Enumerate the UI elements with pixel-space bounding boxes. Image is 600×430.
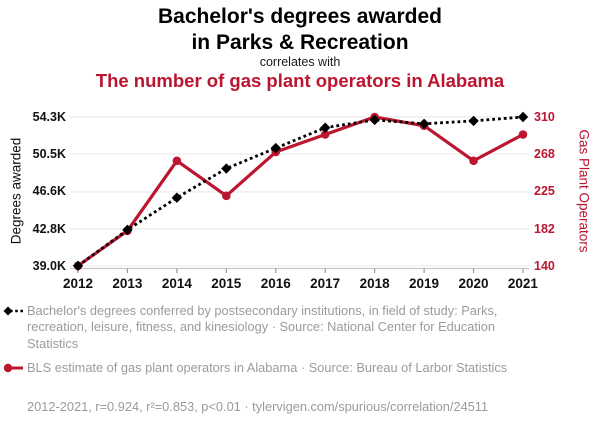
y-tick-left: 42.8K — [32, 222, 66, 236]
data-point-diamond — [517, 111, 529, 123]
legend-marker-degrees — [3, 306, 24, 316]
correlates-with-text: correlates with — [259, 55, 341, 69]
legend-marker-operators — [3, 364, 23, 373]
data-point-circle — [320, 130, 330, 139]
x-tick-label: 2021 — [507, 276, 538, 291]
right-axis-title: Gas Plant Operators — [576, 129, 592, 253]
data-point-diamond — [270, 142, 281, 154]
data-point-diamond — [171, 192, 183, 203]
y-tick-right: 225 — [534, 184, 555, 198]
x-tick-label: 2014 — [161, 276, 192, 291]
data-point-diamond — [122, 224, 133, 236]
data-point-circle — [469, 156, 478, 166]
diamond-icon — [3, 306, 13, 316]
footer-stats-and-url: 2012-2021, r=0.924, r²=0.853, p<0.01 · t… — [27, 399, 489, 414]
x-tick-label: 2020 — [458, 276, 489, 291]
legend-label-degrees: Bachelor's degrees conferred by postseco… — [27, 303, 498, 351]
y-tick-left: 54.3K — [32, 110, 66, 124]
legend-entry-degrees: Bachelor's degrees conferred by postseco… — [3, 303, 531, 352]
chart-title-line1: Bachelor's degrees awarded — [158, 5, 442, 28]
x-tick-label: 2018 — [359, 276, 390, 291]
y-tick-left: 46.6K — [32, 184, 66, 198]
data-point-circle — [222, 191, 231, 201]
data-point-circle — [518, 130, 528, 139]
series-line-degrees — [77, 115, 524, 267]
data-point-diamond — [221, 163, 232, 174]
legend: Bachelor's degrees conferred by postseco… — [3, 303, 583, 385]
y-tick-right: 182 — [534, 222, 555, 236]
data-point-diamond — [72, 260, 84, 271]
circle-icon — [3, 364, 13, 373]
left-axis-title: Degrees awarded — [8, 137, 24, 245]
chart-subtitle: The number of gas plant operators in Ala… — [95, 70, 505, 91]
data-point-diamond — [468, 115, 479, 127]
data-point-circle — [172, 156, 182, 166]
x-axis-ticks: 2012 2013 2014 2015 2016 2017 2018 2019 … — [56, 276, 545, 291]
x-tick-label: 2017 — [310, 276, 341, 291]
x-tick-label: 2019 — [409, 276, 440, 291]
y-tick-right: 140 — [534, 259, 555, 273]
chart-title: Bachelor's degrees awarded in Parks & Re… — [0, 4, 600, 56]
series-line-operators — [77, 115, 524, 268]
y-tick-left: 50.5K — [32, 147, 66, 161]
x-tick-label: 2015 — [211, 276, 242, 291]
y-tick-left: 39.0K — [32, 259, 66, 273]
data-point-diamond — [320, 122, 331, 133]
data-point-diamond — [369, 114, 380, 126]
chart-title-line2: in Parks & Recreation — [191, 31, 409, 54]
legend-label-operators: BLS estimate of gas plant operators in A… — [27, 360, 508, 376]
x-tick-label: 2016 — [260, 276, 291, 291]
legend-entry-operators: BLS estimate of gas plant operators in A… — [3, 360, 531, 376]
chart-plot — [70, 111, 529, 273]
y-tick-right: 310 — [534, 110, 555, 124]
x-tick-label: 2013 — [112, 276, 143, 291]
y-tick-right: 268 — [534, 147, 555, 161]
x-tick-label: 2012 — [62, 276, 94, 291]
